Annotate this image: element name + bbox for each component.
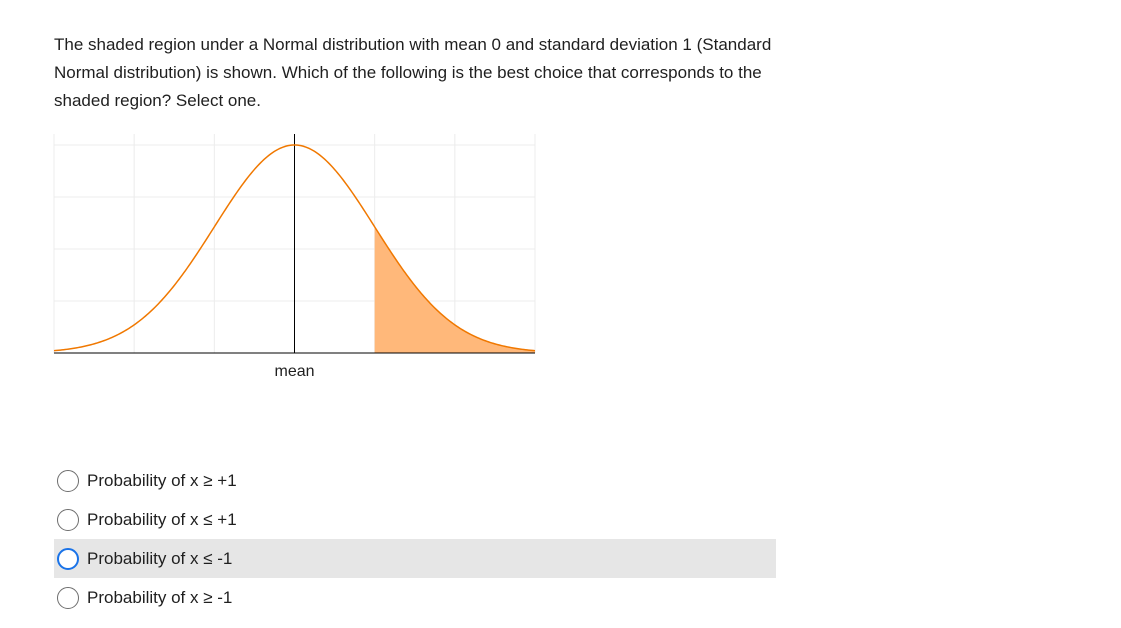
radio-button[interactable] (57, 586, 79, 609)
radio-button[interactable] (57, 469, 79, 492)
option-label: Probability of x ≥ +1 (87, 470, 237, 490)
x-tick-label-mean: mean (274, 363, 314, 380)
shaded-region (374, 226, 535, 353)
option-label: Probability of x ≤ +1 (87, 509, 237, 529)
radio-button[interactable] (57, 547, 79, 570)
option-row[interactable]: Probability of x ≤ -1 (54, 539, 776, 578)
option-label: Probability of x ≤ -1 (87, 548, 233, 568)
question-text: The shaded region under a Normal distrib… (54, 35, 772, 110)
option-row[interactable]: Probability of x ≥ -1 (54, 578, 776, 617)
normal-distribution-chart: mean (53, 134, 536, 384)
option-row[interactable]: Probability of x ≤ +1 (54, 500, 776, 539)
option-row[interactable]: Probability of x ≥ +1 (54, 461, 776, 500)
answer-options: Probability of x ≥ +1 Probability of x ≤… (54, 461, 776, 617)
chart-svg: mean (53, 134, 536, 380)
radio-button[interactable] (57, 508, 79, 531)
option-label: Probability of x ≥ -1 (87, 587, 233, 607)
density-curve (53, 144, 536, 352)
